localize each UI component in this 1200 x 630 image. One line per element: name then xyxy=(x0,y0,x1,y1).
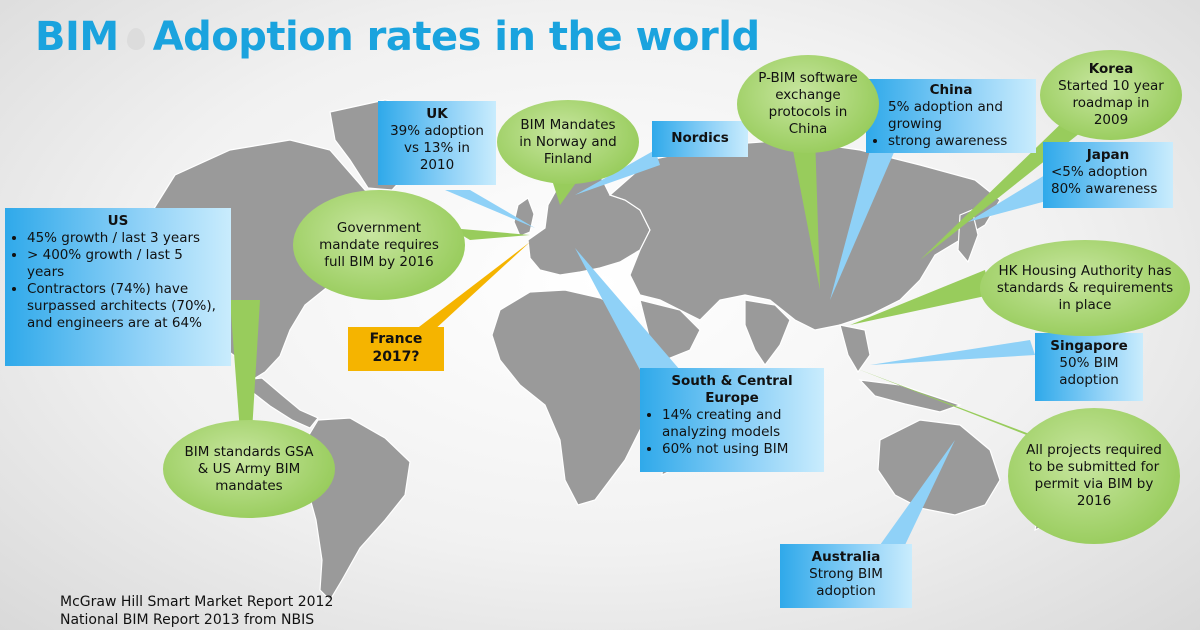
us-bullet: Contractors (74%) have surpassed archite… xyxy=(27,281,223,332)
australia-heading: Australia xyxy=(811,549,881,565)
indonesia xyxy=(858,379,962,413)
hk-housing-bubble: HK Housing Authority has standards & req… xyxy=(980,240,1190,336)
government-mandate-bubble: Government mandate requires full BIM by … xyxy=(293,190,465,300)
china-bullet: strong awareness xyxy=(888,133,1028,150)
singapore-pointer xyxy=(870,340,1035,365)
uk-heading: UK xyxy=(426,106,448,122)
france-line2: 2017? xyxy=(372,349,420,365)
page-title: BIM Adoption rates in the world xyxy=(35,14,760,60)
us-bullet: 45% growth / last 3 years xyxy=(27,230,223,247)
hk-housing-text: HK Housing Authority has standards & req… xyxy=(996,262,1174,313)
japan-heading: Japan xyxy=(1086,147,1130,163)
us-standards-text: BIM standards GSA & US Army BIM mandates xyxy=(184,443,314,494)
india xyxy=(744,299,791,367)
south-central-europe-callout: South & Central Europe 14% creating and … xyxy=(640,368,824,472)
norway-pointer xyxy=(552,180,578,205)
source-line-2: National BIM Report 2013 from NBIS xyxy=(60,612,315,628)
france-pointer xyxy=(415,242,530,332)
china-callout: China 5% adoption and growing strong awa… xyxy=(866,79,1036,153)
china-heading: China xyxy=(929,82,973,98)
sg-permit-pointer xyxy=(855,368,1060,448)
us-callout: US 45% growth / last 3 years > 400% grow… xyxy=(5,208,231,366)
japan-callout: Japan <5% adoption 80% awareness xyxy=(1043,142,1173,208)
us-standards-bubble: BIM standards GSA & US Army BIM mandates xyxy=(163,420,335,518)
water-drop-icon xyxy=(126,28,145,50)
sce-bullet: 60% not using BIM xyxy=(662,441,816,458)
australia-pointer xyxy=(880,440,955,545)
australia-text: Strong BIM adoption xyxy=(809,566,883,599)
sce-heading: South & Central Europe xyxy=(671,373,793,406)
singapore-heading: Singapore xyxy=(1050,338,1128,354)
china-pointer xyxy=(830,150,895,300)
japan-line2: 80% awareness xyxy=(1051,181,1158,197)
singapore-callout: Singapore 50% BIM adoption xyxy=(1035,333,1143,401)
source-notes: McGraw Hill Smart Market Report 2012 Nat… xyxy=(60,593,333,629)
norway-finland-bubble: BIM Mandates in Norway and Finland xyxy=(497,100,639,184)
central-america xyxy=(238,377,319,429)
uk-pointer xyxy=(445,190,535,228)
us-bullets: 45% growth / last 3 years > 400% growth … xyxy=(13,230,223,332)
korea-bubble: Korea Started 10 year roadmap in 2009 xyxy=(1040,50,1182,140)
nordics-heading: Nordics xyxy=(671,130,729,146)
hk-pointer xyxy=(850,270,990,325)
source-line-1: McGraw Hill Smart Market Report 2012 xyxy=(60,594,334,610)
china-bullet: 5% adoption and growing xyxy=(888,99,1028,133)
norway-finland-text: BIM Mandates in Norway and Finland xyxy=(519,116,617,167)
government-mandate-text: Government mandate requires full BIM by … xyxy=(319,219,439,270)
sce-pointer xyxy=(575,248,680,370)
singapore-text: 50% BIM adoption xyxy=(1059,355,1119,388)
australia-callout: Australia Strong BIM adoption xyxy=(780,544,912,608)
sce-bullet: 14% creating and analyzing models xyxy=(662,407,816,441)
gov-pointer xyxy=(450,228,530,240)
uk-text: 39% adoption vs 13% in 2010 xyxy=(390,123,484,173)
france-callout: France 2017? xyxy=(348,327,444,371)
france-line1: France xyxy=(369,331,423,347)
nordics-pointer xyxy=(575,150,660,195)
uk-callout: UK 39% adoption vs 13% in 2010 xyxy=(378,101,496,185)
korea-text: Started 10 year roadmap in 2009 xyxy=(1058,78,1164,128)
korea-heading: Korea xyxy=(1088,61,1134,77)
us-heading: US xyxy=(107,213,129,229)
asia xyxy=(608,139,1001,331)
title-part-2: Adoption rates in the world xyxy=(152,14,760,60)
japan-line1: <5% adoption xyxy=(1051,164,1148,180)
title-part-1: BIM xyxy=(35,14,119,60)
us-pointer xyxy=(230,300,260,432)
pbim-bubble: P-BIM software exchange protocols in Chi… xyxy=(737,55,879,153)
uk xyxy=(513,197,535,237)
southeast-asia xyxy=(839,324,871,374)
pbim-pointer xyxy=(790,135,820,290)
nordics-callout: Nordics xyxy=(652,121,748,157)
us-bullet: > 400% growth / last 5 years xyxy=(27,247,223,281)
china-bullets: 5% adoption and growing strong awareness xyxy=(874,99,1028,150)
pbim-text: P-BIM software exchange protocols in Chi… xyxy=(758,70,858,137)
singapore-permit-text: All projects required to be submitted fo… xyxy=(1026,442,1162,509)
singapore-permit-bubble: All projects required to be submitted fo… xyxy=(1008,408,1180,544)
japan-pointer xyxy=(968,175,1050,222)
sce-bullets: 14% creating and analyzing models 60% no… xyxy=(648,407,816,458)
